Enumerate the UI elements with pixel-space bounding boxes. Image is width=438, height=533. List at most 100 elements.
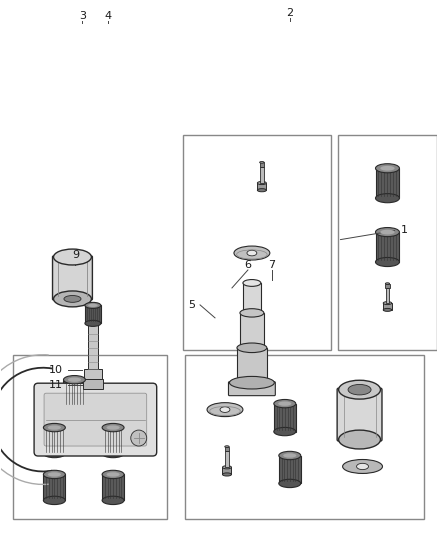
Ellipse shape bbox=[240, 309, 264, 317]
Bar bbox=[225, 447, 229, 451]
FancyBboxPatch shape bbox=[34, 383, 157, 456]
Text: 1: 1 bbox=[401, 225, 408, 235]
Text: 6: 6 bbox=[244, 260, 251, 270]
Bar bbox=[375, 232, 399, 262]
Bar bbox=[102, 474, 124, 500]
Ellipse shape bbox=[383, 302, 392, 304]
Bar bbox=[185, 355, 424, 519]
Text: 9: 9 bbox=[72, 250, 79, 260]
Bar bbox=[102, 427, 124, 454]
Ellipse shape bbox=[102, 496, 124, 505]
Ellipse shape bbox=[43, 423, 65, 432]
Ellipse shape bbox=[220, 407, 230, 413]
Bar bbox=[383, 303, 392, 310]
Ellipse shape bbox=[64, 401, 85, 410]
Ellipse shape bbox=[102, 449, 124, 458]
Ellipse shape bbox=[375, 164, 399, 173]
Ellipse shape bbox=[64, 295, 81, 302]
Ellipse shape bbox=[343, 459, 382, 473]
Bar bbox=[279, 456, 301, 483]
Ellipse shape bbox=[375, 257, 399, 266]
Ellipse shape bbox=[106, 425, 120, 430]
Ellipse shape bbox=[375, 193, 399, 203]
Ellipse shape bbox=[234, 246, 270, 260]
Bar bbox=[258, 183, 266, 190]
Ellipse shape bbox=[53, 249, 92, 265]
Ellipse shape bbox=[380, 166, 395, 171]
Ellipse shape bbox=[278, 401, 291, 406]
Ellipse shape bbox=[243, 279, 261, 286]
Bar bbox=[43, 427, 65, 454]
Ellipse shape bbox=[383, 309, 392, 311]
Bar bbox=[83, 379, 103, 389]
Bar bbox=[385, 284, 389, 288]
Ellipse shape bbox=[240, 344, 264, 352]
Bar bbox=[386, 288, 389, 303]
Bar bbox=[43, 474, 65, 500]
Bar bbox=[260, 167, 264, 183]
Bar bbox=[64, 379, 85, 406]
Ellipse shape bbox=[106, 472, 120, 477]
Ellipse shape bbox=[53, 291, 92, 307]
Ellipse shape bbox=[223, 466, 231, 469]
Ellipse shape bbox=[223, 473, 231, 476]
Ellipse shape bbox=[102, 423, 124, 432]
Bar bbox=[260, 163, 264, 167]
Ellipse shape bbox=[385, 283, 389, 285]
Ellipse shape bbox=[207, 402, 243, 417]
FancyBboxPatch shape bbox=[44, 393, 147, 446]
Text: 4: 4 bbox=[105, 11, 112, 21]
Ellipse shape bbox=[274, 399, 296, 408]
Ellipse shape bbox=[85, 320, 101, 326]
Bar bbox=[183, 135, 331, 350]
Ellipse shape bbox=[279, 479, 301, 488]
Bar bbox=[223, 467, 231, 474]
Ellipse shape bbox=[375, 228, 399, 237]
Ellipse shape bbox=[48, 425, 61, 430]
Bar bbox=[237, 348, 267, 383]
Bar bbox=[84, 369, 102, 379]
Ellipse shape bbox=[357, 463, 368, 470]
FancyBboxPatch shape bbox=[337, 388, 382, 441]
Bar bbox=[85, 305, 101, 324]
Ellipse shape bbox=[339, 430, 381, 449]
Ellipse shape bbox=[237, 343, 267, 352]
Circle shape bbox=[131, 430, 147, 446]
Bar bbox=[375, 168, 399, 198]
Text: 2: 2 bbox=[286, 7, 293, 18]
Ellipse shape bbox=[380, 230, 395, 235]
Ellipse shape bbox=[48, 472, 61, 477]
Bar bbox=[243, 283, 261, 313]
Bar bbox=[225, 451, 229, 467]
Bar bbox=[274, 403, 296, 432]
Ellipse shape bbox=[348, 384, 371, 395]
Text: 7: 7 bbox=[268, 260, 276, 270]
Ellipse shape bbox=[237, 378, 267, 387]
Ellipse shape bbox=[247, 250, 257, 256]
Bar bbox=[240, 313, 264, 348]
Ellipse shape bbox=[43, 449, 65, 458]
Ellipse shape bbox=[258, 181, 266, 184]
Ellipse shape bbox=[102, 470, 124, 479]
Ellipse shape bbox=[225, 446, 229, 448]
Ellipse shape bbox=[260, 161, 264, 163]
Ellipse shape bbox=[68, 377, 81, 382]
FancyBboxPatch shape bbox=[53, 256, 92, 300]
Text: 3: 3 bbox=[79, 11, 86, 21]
Text: 11: 11 bbox=[49, 379, 63, 390]
Bar bbox=[338, 135, 437, 350]
Ellipse shape bbox=[88, 304, 98, 307]
Ellipse shape bbox=[230, 376, 274, 389]
Bar bbox=[13, 355, 167, 519]
FancyBboxPatch shape bbox=[229, 382, 276, 395]
Bar bbox=[88, 325, 98, 369]
Ellipse shape bbox=[279, 451, 301, 459]
Ellipse shape bbox=[85, 302, 101, 309]
Ellipse shape bbox=[43, 496, 65, 505]
Ellipse shape bbox=[43, 470, 65, 479]
Ellipse shape bbox=[339, 380, 381, 399]
Ellipse shape bbox=[64, 376, 85, 384]
Text: 5: 5 bbox=[189, 300, 196, 310]
Text: 10: 10 bbox=[49, 365, 63, 375]
Ellipse shape bbox=[274, 427, 296, 436]
